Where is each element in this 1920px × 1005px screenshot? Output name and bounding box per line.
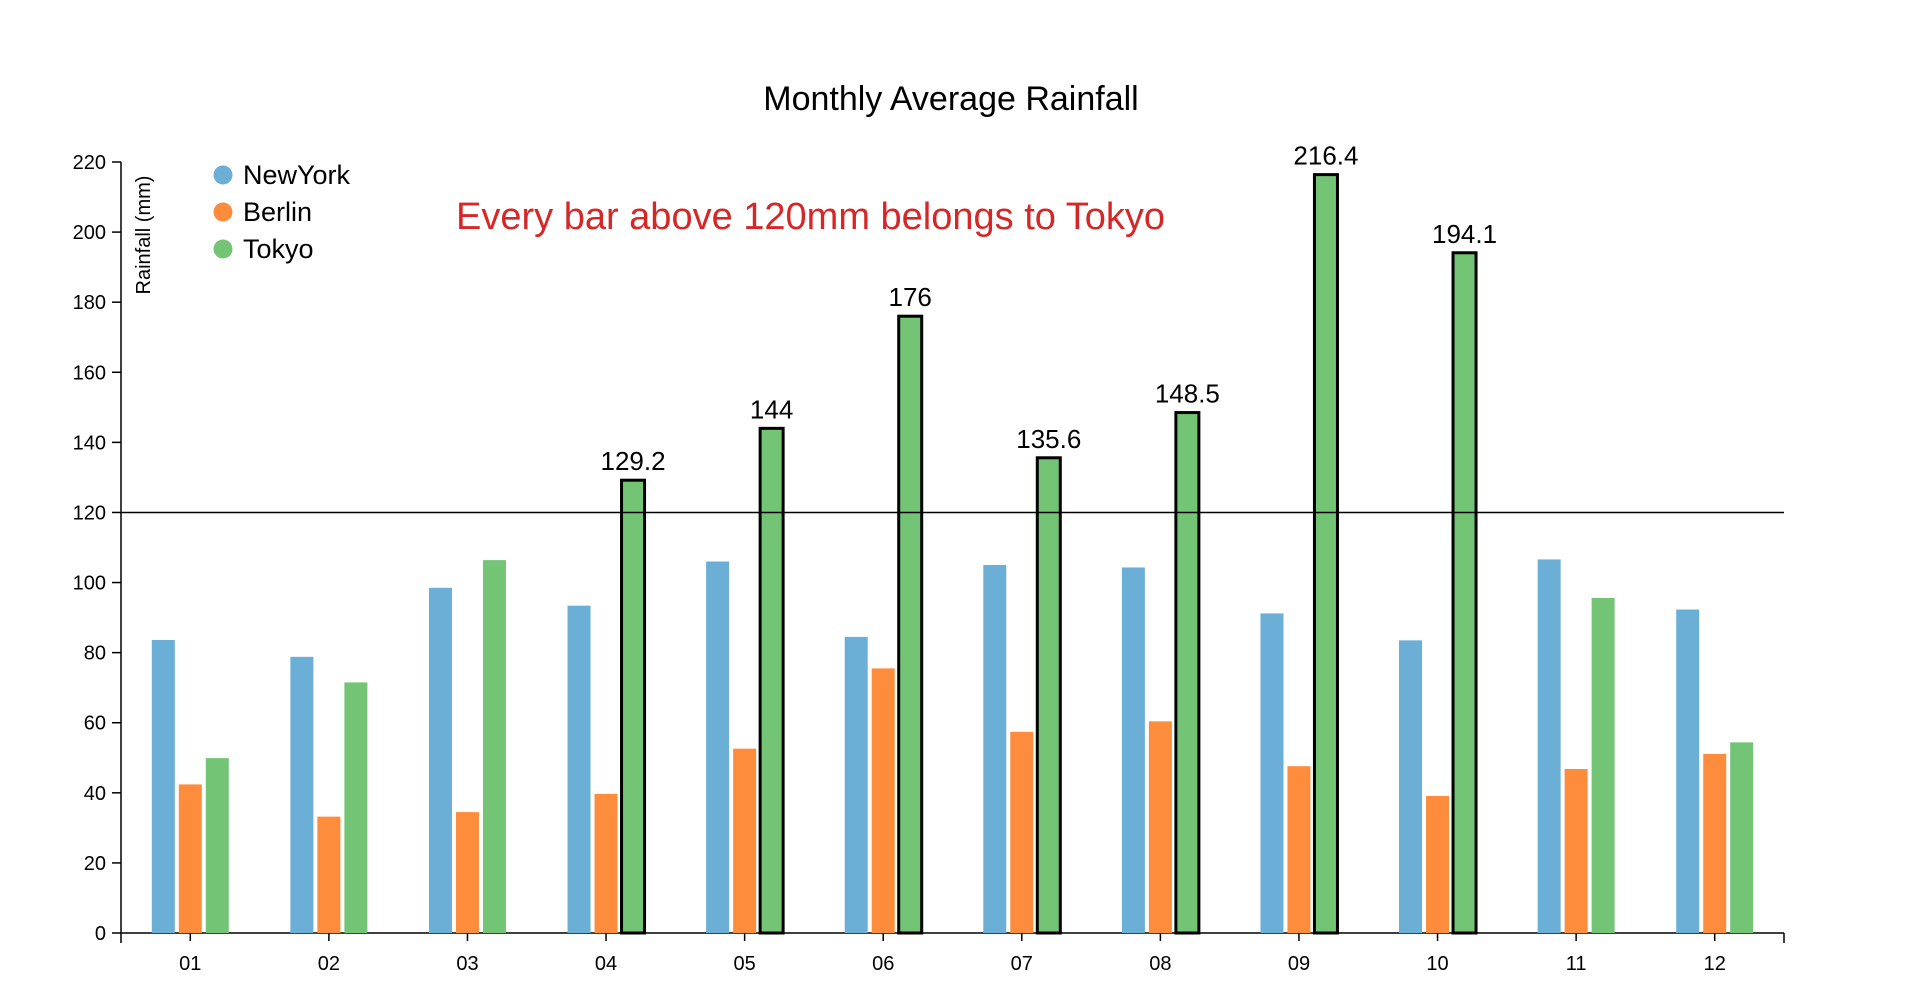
bar-tokyo-09 (1312, 173, 1339, 935)
bar-newyork-04 (567, 605, 591, 933)
y-tick-label: 40 (84, 783, 106, 805)
y-axis-label: Rainfall (mm) (133, 176, 155, 295)
data-labels-group: 129.2 144 176 135.6 148.5 216.4 194.1 (601, 141, 1498, 477)
y-tick-label: 180 (73, 292, 106, 314)
legend: NewYork Berlin Tokyo (213, 160, 351, 264)
x-tick-label: 07 (1011, 953, 1033, 975)
bar-tokyo-05 (758, 426, 785, 935)
y-tick-label: 160 (73, 362, 106, 384)
y-tick-label: 60 (84, 713, 106, 735)
bar-newyork-09 (1260, 613, 1284, 933)
bar-berlin-11 (1564, 768, 1588, 933)
data-label-05: 144 (750, 394, 793, 424)
bar-newyork-10 (1399, 640, 1423, 933)
y-tick-label: 100 (73, 573, 106, 595)
chart-title: Monthly Average Rainfall (763, 80, 1138, 118)
bar-berlin-06 (871, 668, 895, 933)
bars-group (151, 173, 1754, 935)
legend-swatch-tokyo (213, 239, 233, 259)
x-tick-label: 11 (1566, 953, 1587, 975)
bar-newyork-03 (428, 587, 452, 933)
x-tick-label: 09 (1288, 953, 1310, 975)
x-tick-label: 10 (1426, 953, 1448, 975)
bar-berlin-03 (455, 812, 479, 933)
bar-berlin-05 (733, 748, 757, 933)
bar-newyork-08 (1121, 567, 1145, 933)
x-tick-label: 04 (595, 953, 617, 975)
bar-newyork-12 (1676, 609, 1700, 933)
y-tick-label: 20 (84, 853, 106, 875)
bar-tokyo-10 (1451, 251, 1478, 935)
bar-tokyo-08 (1174, 411, 1201, 935)
bar-berlin-07 (1010, 731, 1034, 933)
x-tick-label: 12 (1704, 953, 1726, 975)
legend-label-tokyo: Tokyo (243, 234, 314, 264)
x-axis: 01 02 03 04 05 06 07 08 09 10 11 12 (120, 932, 1785, 975)
bar-berlin-02 (317, 816, 341, 933)
y-tick-label: 120 (73, 502, 106, 524)
data-label-08: 148.5 (1155, 379, 1220, 409)
bar-tokyo-01 (205, 758, 229, 933)
legend-swatch-newyork (213, 165, 233, 185)
bar-berlin-09 (1287, 766, 1311, 933)
data-label-07: 135.6 (1016, 424, 1081, 454)
bar-berlin-01 (178, 784, 202, 933)
bar-newyork-07 (983, 565, 1007, 933)
bar-tokyo-07 (1035, 456, 1062, 935)
data-label-09: 216.4 (1293, 141, 1358, 171)
bar-tokyo-04 (620, 478, 647, 935)
bar-berlin-10 (1426, 795, 1450, 933)
y-tick-label: 140 (73, 432, 106, 454)
y-tick-label: 80 (84, 643, 106, 665)
bar-newyork-06 (844, 636, 868, 933)
annotation-text: Every bar above 120mm belongs to Tokyo (456, 196, 1165, 238)
data-label-10: 194.1 (1432, 219, 1497, 249)
bar-berlin-12 (1703, 753, 1727, 933)
x-tick-label: 08 (1149, 953, 1171, 975)
bar-newyork-11 (1537, 559, 1561, 933)
x-tick-label: 05 (734, 953, 756, 975)
bar-tokyo-02 (344, 682, 368, 933)
data-label-06: 176 (889, 282, 932, 312)
y-tick-label: 0 (95, 923, 106, 945)
bar-tokyo-03 (482, 560, 506, 933)
x-tick-label: 02 (318, 953, 340, 975)
bar-berlin-04 (594, 793, 618, 933)
bar-tokyo-11 (1591, 597, 1615, 933)
x-tick-label: 01 (179, 953, 201, 975)
bar-berlin-08 (1148, 721, 1172, 933)
bar-tokyo-06 (897, 314, 924, 935)
x-tick-label: 06 (872, 953, 894, 975)
legend-label-berlin: Berlin (243, 197, 312, 227)
y-tick-label: 200 (73, 222, 106, 244)
legend-swatch-berlin (213, 202, 233, 222)
y-tick-label: 220 (73, 152, 106, 174)
data-label-04: 129.2 (601, 446, 666, 476)
x-tick-label: 03 (456, 953, 478, 975)
bar-tokyo-12 (1730, 742, 1754, 933)
legend-label-newyork: NewYork (243, 160, 351, 190)
bar-newyork-01 (151, 640, 175, 933)
bar-newyork-02 (290, 656, 314, 933)
bar-newyork-05 (706, 561, 730, 933)
y-axis: 0 20 40 60 80 100 120 140 160 180 200 220 (73, 152, 122, 945)
